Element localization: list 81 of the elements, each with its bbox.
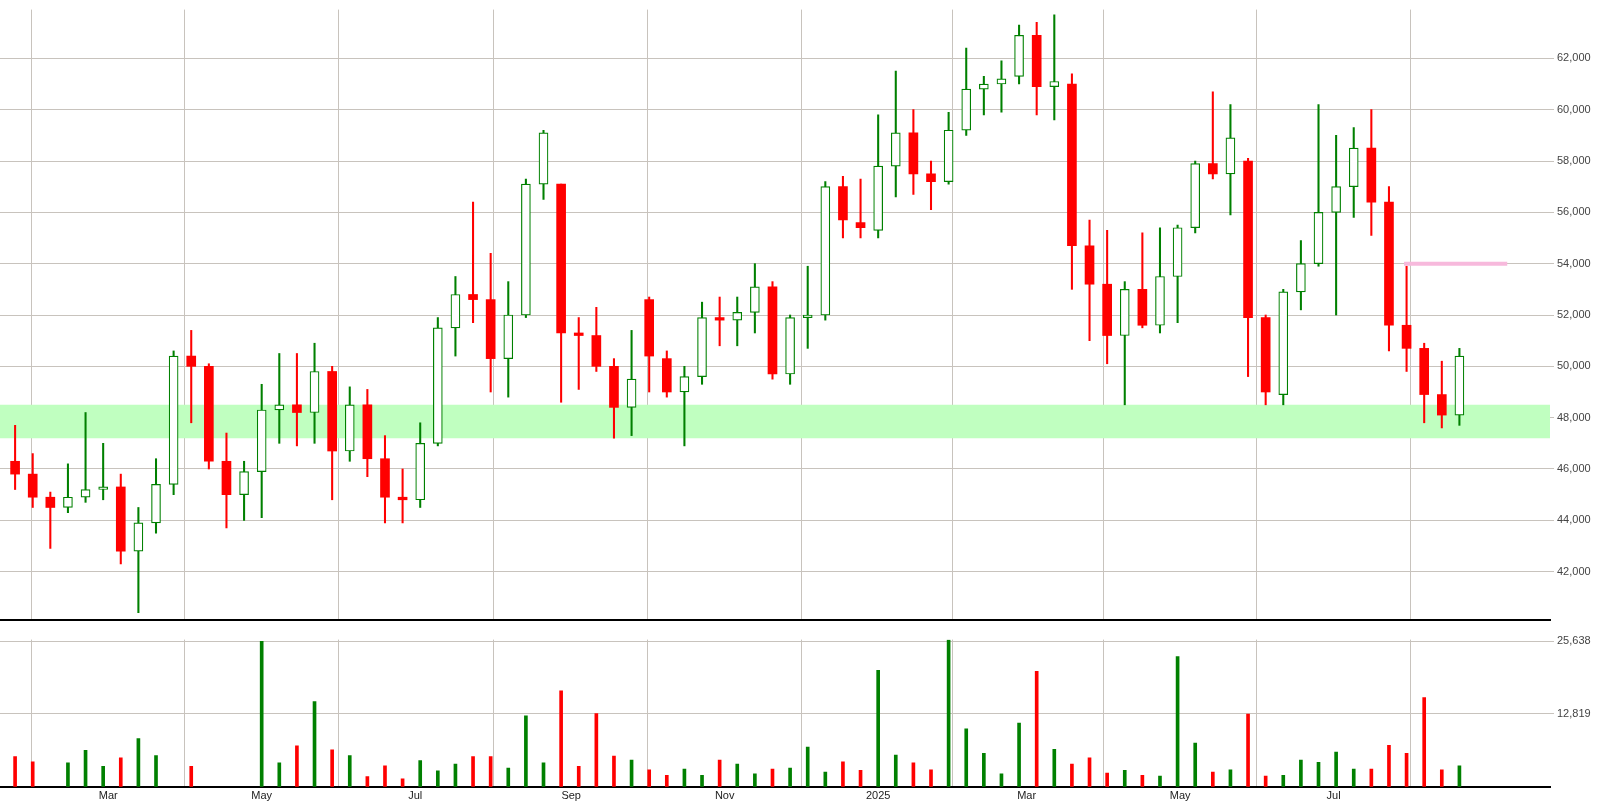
x-tick-label: Sep bbox=[561, 789, 581, 802]
x-tick-label: Nov bbox=[714, 789, 735, 802]
bar bbox=[841, 761, 845, 787]
bar bbox=[612, 755, 616, 787]
bar bbox=[1387, 744, 1391, 787]
bar bbox=[1105, 772, 1109, 787]
bar bbox=[471, 756, 475, 787]
x-tick-label: Mar bbox=[1017, 789, 1037, 802]
candlestick bbox=[98, 442, 108, 501]
bar bbox=[101, 766, 105, 787]
bar bbox=[805, 746, 810, 787]
x-tick-label: May bbox=[251, 789, 273, 802]
bar bbox=[66, 762, 70, 787]
y-tick-label: 62,000 bbox=[1557, 51, 1591, 64]
bar bbox=[1122, 769, 1127, 787]
bar bbox=[330, 749, 334, 787]
y-tick-label: 48,000 bbox=[1557, 410, 1591, 423]
bar bbox=[1210, 771, 1215, 787]
bar bbox=[1246, 713, 1250, 787]
x-tick-label: Jul bbox=[408, 789, 423, 802]
bar bbox=[1158, 775, 1162, 787]
y-tick-label: 60,000 bbox=[1557, 102, 1591, 115]
bar bbox=[788, 767, 792, 787]
bar bbox=[576, 766, 581, 787]
bar bbox=[876, 669, 880, 787]
bar bbox=[735, 763, 740, 787]
y-tick-label: 50,000 bbox=[1557, 359, 1591, 372]
bar bbox=[436, 770, 440, 787]
bar bbox=[118, 757, 123, 787]
bar bbox=[1351, 768, 1356, 787]
bar bbox=[700, 775, 704, 787]
bar bbox=[259, 640, 264, 787]
bar bbox=[154, 755, 158, 787]
bar bbox=[1017, 722, 1021, 787]
y-tick-label: 12,819 bbox=[1557, 706, 1591, 719]
candlestick bbox=[573, 317, 584, 390]
y-tick-label: 52,000 bbox=[1557, 308, 1591, 321]
bar bbox=[13, 756, 17, 787]
bar bbox=[664, 775, 669, 787]
candlestick bbox=[468, 201, 478, 324]
bar bbox=[929, 769, 933, 787]
bar bbox=[964, 728, 969, 787]
x-tick-label: Jul bbox=[1326, 789, 1341, 802]
y-tick-label: 25,638 bbox=[1557, 634, 1591, 647]
bar bbox=[982, 752, 986, 787]
bar bbox=[753, 773, 757, 787]
bar bbox=[1439, 769, 1444, 787]
y-tick-label: 58,000 bbox=[1557, 154, 1591, 167]
bar bbox=[347, 755, 352, 787]
bar bbox=[1052, 748, 1057, 787]
candlestick bbox=[1084, 219, 1095, 341]
y-tick-label: 44,000 bbox=[1557, 513, 1591, 526]
bar bbox=[823, 771, 828, 787]
bar bbox=[893, 754, 898, 787]
candlestick bbox=[1049, 14, 1060, 121]
candlestick bbox=[1313, 104, 1324, 267]
bar bbox=[295, 745, 299, 787]
bar bbox=[1070, 763, 1074, 787]
bar bbox=[1281, 775, 1286, 787]
bar bbox=[559, 690, 563, 787]
bar bbox=[1299, 759, 1303, 787]
bar bbox=[30, 761, 35, 787]
candlestick bbox=[802, 265, 813, 349]
y-tick-label: 46,000 bbox=[1557, 462, 1591, 475]
bar bbox=[418, 760, 423, 787]
x-tick-label: May bbox=[1169, 789, 1191, 802]
y-tick-label: 54,000 bbox=[1557, 256, 1591, 269]
bar bbox=[647, 769, 652, 787]
y-tick-label: 42,000 bbox=[1557, 564, 1591, 577]
bar bbox=[277, 762, 282, 787]
bar bbox=[524, 715, 528, 787]
x-tick-label: Mar bbox=[98, 789, 118, 802]
y-tick-label: 56,000 bbox=[1557, 205, 1591, 218]
bar bbox=[1422, 697, 1427, 787]
bar bbox=[1334, 751, 1338, 787]
x-tick-label: 2025 bbox=[865, 789, 891, 802]
bar bbox=[1193, 742, 1198, 787]
bar bbox=[189, 766, 194, 787]
bar bbox=[506, 767, 511, 787]
bar bbox=[1034, 671, 1039, 787]
bar bbox=[383, 765, 387, 787]
